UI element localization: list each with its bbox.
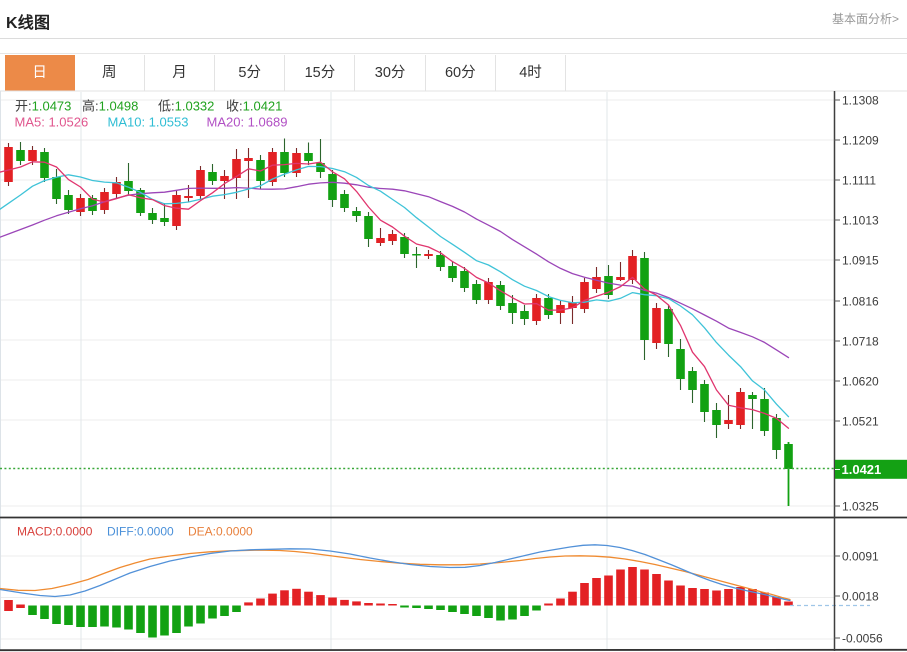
svg-text:1.1111: 1.1111 [842,173,876,187]
svg-text:1.0325: 1.0325 [842,499,879,513]
svg-text:1.0421: 1.0421 [842,462,882,477]
svg-text:0.0018: 0.0018 [842,589,879,603]
svg-text:1.1013: 1.1013 [842,213,879,227]
svg-text:1.1209: 1.1209 [842,133,879,147]
svg-text:1.0816: 1.0816 [842,294,879,308]
svg-text:1.0620: 1.0620 [842,374,879,388]
svg-text:0.0091: 0.0091 [842,549,879,563]
svg-text:1.0718: 1.0718 [842,334,879,348]
svg-text:1.1308: 1.1308 [842,93,879,107]
svg-text:-0.0056: -0.0056 [842,631,883,645]
svg-text:1.0521: 1.0521 [842,414,879,428]
svg-text:1.0915: 1.0915 [842,253,879,267]
